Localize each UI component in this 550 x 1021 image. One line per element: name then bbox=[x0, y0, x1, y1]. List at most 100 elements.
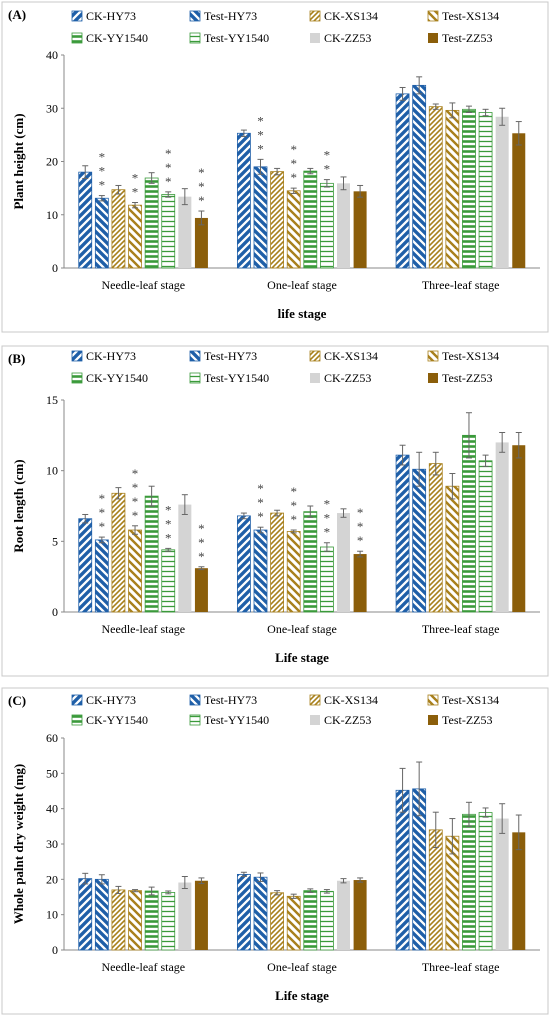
y-axis-label: Whole palnt dry weight (mg) bbox=[11, 764, 26, 924]
panel-frame bbox=[1, 345, 549, 677]
legend-swatch bbox=[71, 694, 83, 706]
y-tick-label: 10 bbox=[46, 208, 58, 222]
bar bbox=[303, 511, 318, 613]
legend-swatch bbox=[189, 714, 201, 726]
legend-swatch bbox=[427, 350, 439, 362]
bar bbox=[478, 112, 493, 269]
significance-mark: * * * bbox=[257, 113, 264, 156]
y-tick-label: 40 bbox=[46, 48, 58, 62]
bar bbox=[428, 106, 443, 269]
legend-entry: Test-ZZ53 bbox=[442, 713, 492, 727]
bar bbox=[253, 166, 268, 269]
y-tick-label: 20 bbox=[46, 872, 58, 886]
bar bbox=[462, 434, 476, 613]
bar bbox=[353, 191, 367, 268]
y-tick-label: 20 bbox=[46, 155, 58, 169]
x-tick-label: Three-leaf stage bbox=[422, 622, 500, 636]
x-tick-label: One-leaf stage bbox=[267, 278, 337, 292]
bar bbox=[128, 204, 142, 269]
y-tick-label: 5 bbox=[52, 534, 58, 548]
bar bbox=[178, 882, 192, 950]
legend-entry: Test-YY1540 bbox=[204, 713, 269, 727]
panel-label: (A) bbox=[8, 7, 26, 22]
x-axis-label: life stage bbox=[278, 306, 327, 321]
y-tick-label: 50 bbox=[46, 766, 58, 780]
bar bbox=[94, 878, 109, 951]
bar bbox=[286, 895, 301, 951]
chart-panel-2: (B) CK-HY73 Test-HY73 CK-XS134 Test-XS134 CK-… bbox=[1, 345, 549, 677]
x-tick-label: Needle-leaf stage bbox=[102, 278, 186, 292]
bar bbox=[428, 463, 443, 613]
y-tick-label: 10 bbox=[46, 464, 58, 478]
panel-frame bbox=[1, 1, 549, 333]
bar bbox=[353, 554, 367, 612]
legend-entry: CK-HY73 bbox=[86, 693, 136, 707]
x-tick-label: One-leaf stage bbox=[267, 622, 337, 636]
legend-swatch bbox=[189, 10, 201, 22]
bar bbox=[270, 171, 285, 269]
legend-entry: CK-YY1540 bbox=[86, 371, 148, 385]
legend-swatch bbox=[428, 33, 438, 43]
significance-mark: * * bbox=[324, 148, 331, 177]
x-tick-label: One-leaf stage bbox=[267, 960, 337, 974]
legend-entry: CK-ZZ53 bbox=[324, 713, 371, 727]
bar bbox=[194, 568, 208, 612]
legend-entry: Test-ZZ53 bbox=[442, 371, 492, 385]
legend-swatch bbox=[71, 350, 83, 362]
bar bbox=[94, 197, 109, 269]
legend-swatch bbox=[71, 32, 83, 44]
bar bbox=[319, 546, 334, 613]
bar bbox=[445, 485, 460, 613]
legend-entry: Test-HY73 bbox=[204, 349, 257, 363]
bar bbox=[161, 549, 176, 613]
legend-swatch bbox=[71, 10, 83, 22]
bar bbox=[319, 890, 334, 951]
bar bbox=[111, 889, 126, 951]
bar bbox=[111, 492, 126, 613]
bar bbox=[178, 196, 192, 268]
bar bbox=[512, 445, 526, 612]
bar bbox=[319, 182, 334, 269]
legend-swatch bbox=[71, 714, 83, 726]
legend-swatch bbox=[428, 373, 438, 383]
bar bbox=[462, 108, 476, 269]
legend-swatch bbox=[309, 10, 321, 22]
legend-entry: Test-YY1540 bbox=[204, 371, 269, 385]
x-tick-label: Needle-leaf stage bbox=[102, 960, 186, 974]
significance-mark: * * * bbox=[324, 497, 331, 540]
x-axis-label: Life stage bbox=[275, 988, 329, 1003]
legend-entry: Test-XS134 bbox=[442, 349, 499, 363]
legend-swatch bbox=[427, 694, 439, 706]
significance-mark: * * * bbox=[257, 481, 264, 524]
bar bbox=[253, 529, 268, 613]
legend-entry: CK-XS134 bbox=[324, 9, 378, 23]
significance-mark: * * * bbox=[99, 150, 106, 193]
x-tick-label: Three-leaf stage bbox=[422, 960, 500, 974]
legend-entry: Test-XS134 bbox=[442, 693, 499, 707]
x-tick-label: Three-leaf stage bbox=[422, 278, 500, 292]
legend-entry: CK-HY73 bbox=[86, 349, 136, 363]
bar bbox=[512, 133, 526, 268]
bar bbox=[270, 512, 285, 613]
significance-mark: * * * bbox=[198, 521, 205, 564]
bar bbox=[395, 789, 410, 951]
bar bbox=[128, 890, 142, 951]
bar bbox=[178, 504, 192, 612]
bar bbox=[194, 217, 208, 268]
legend-swatch bbox=[189, 372, 201, 384]
bar bbox=[395, 93, 410, 269]
legend-entry: Test-XS134 bbox=[442, 9, 499, 23]
bar bbox=[495, 818, 509, 950]
legend-swatch bbox=[189, 694, 201, 706]
y-tick-label: 0 bbox=[52, 261, 58, 275]
legend-swatch bbox=[71, 372, 83, 384]
bar bbox=[478, 460, 493, 613]
legend-entry: Test-ZZ53 bbox=[442, 31, 492, 45]
y-axis-label: Root length (cm) bbox=[11, 459, 26, 552]
significance-mark: * * bbox=[132, 171, 139, 200]
bar bbox=[286, 190, 301, 269]
significance-mark: * * * bbox=[290, 142, 297, 185]
bar bbox=[253, 876, 268, 951]
